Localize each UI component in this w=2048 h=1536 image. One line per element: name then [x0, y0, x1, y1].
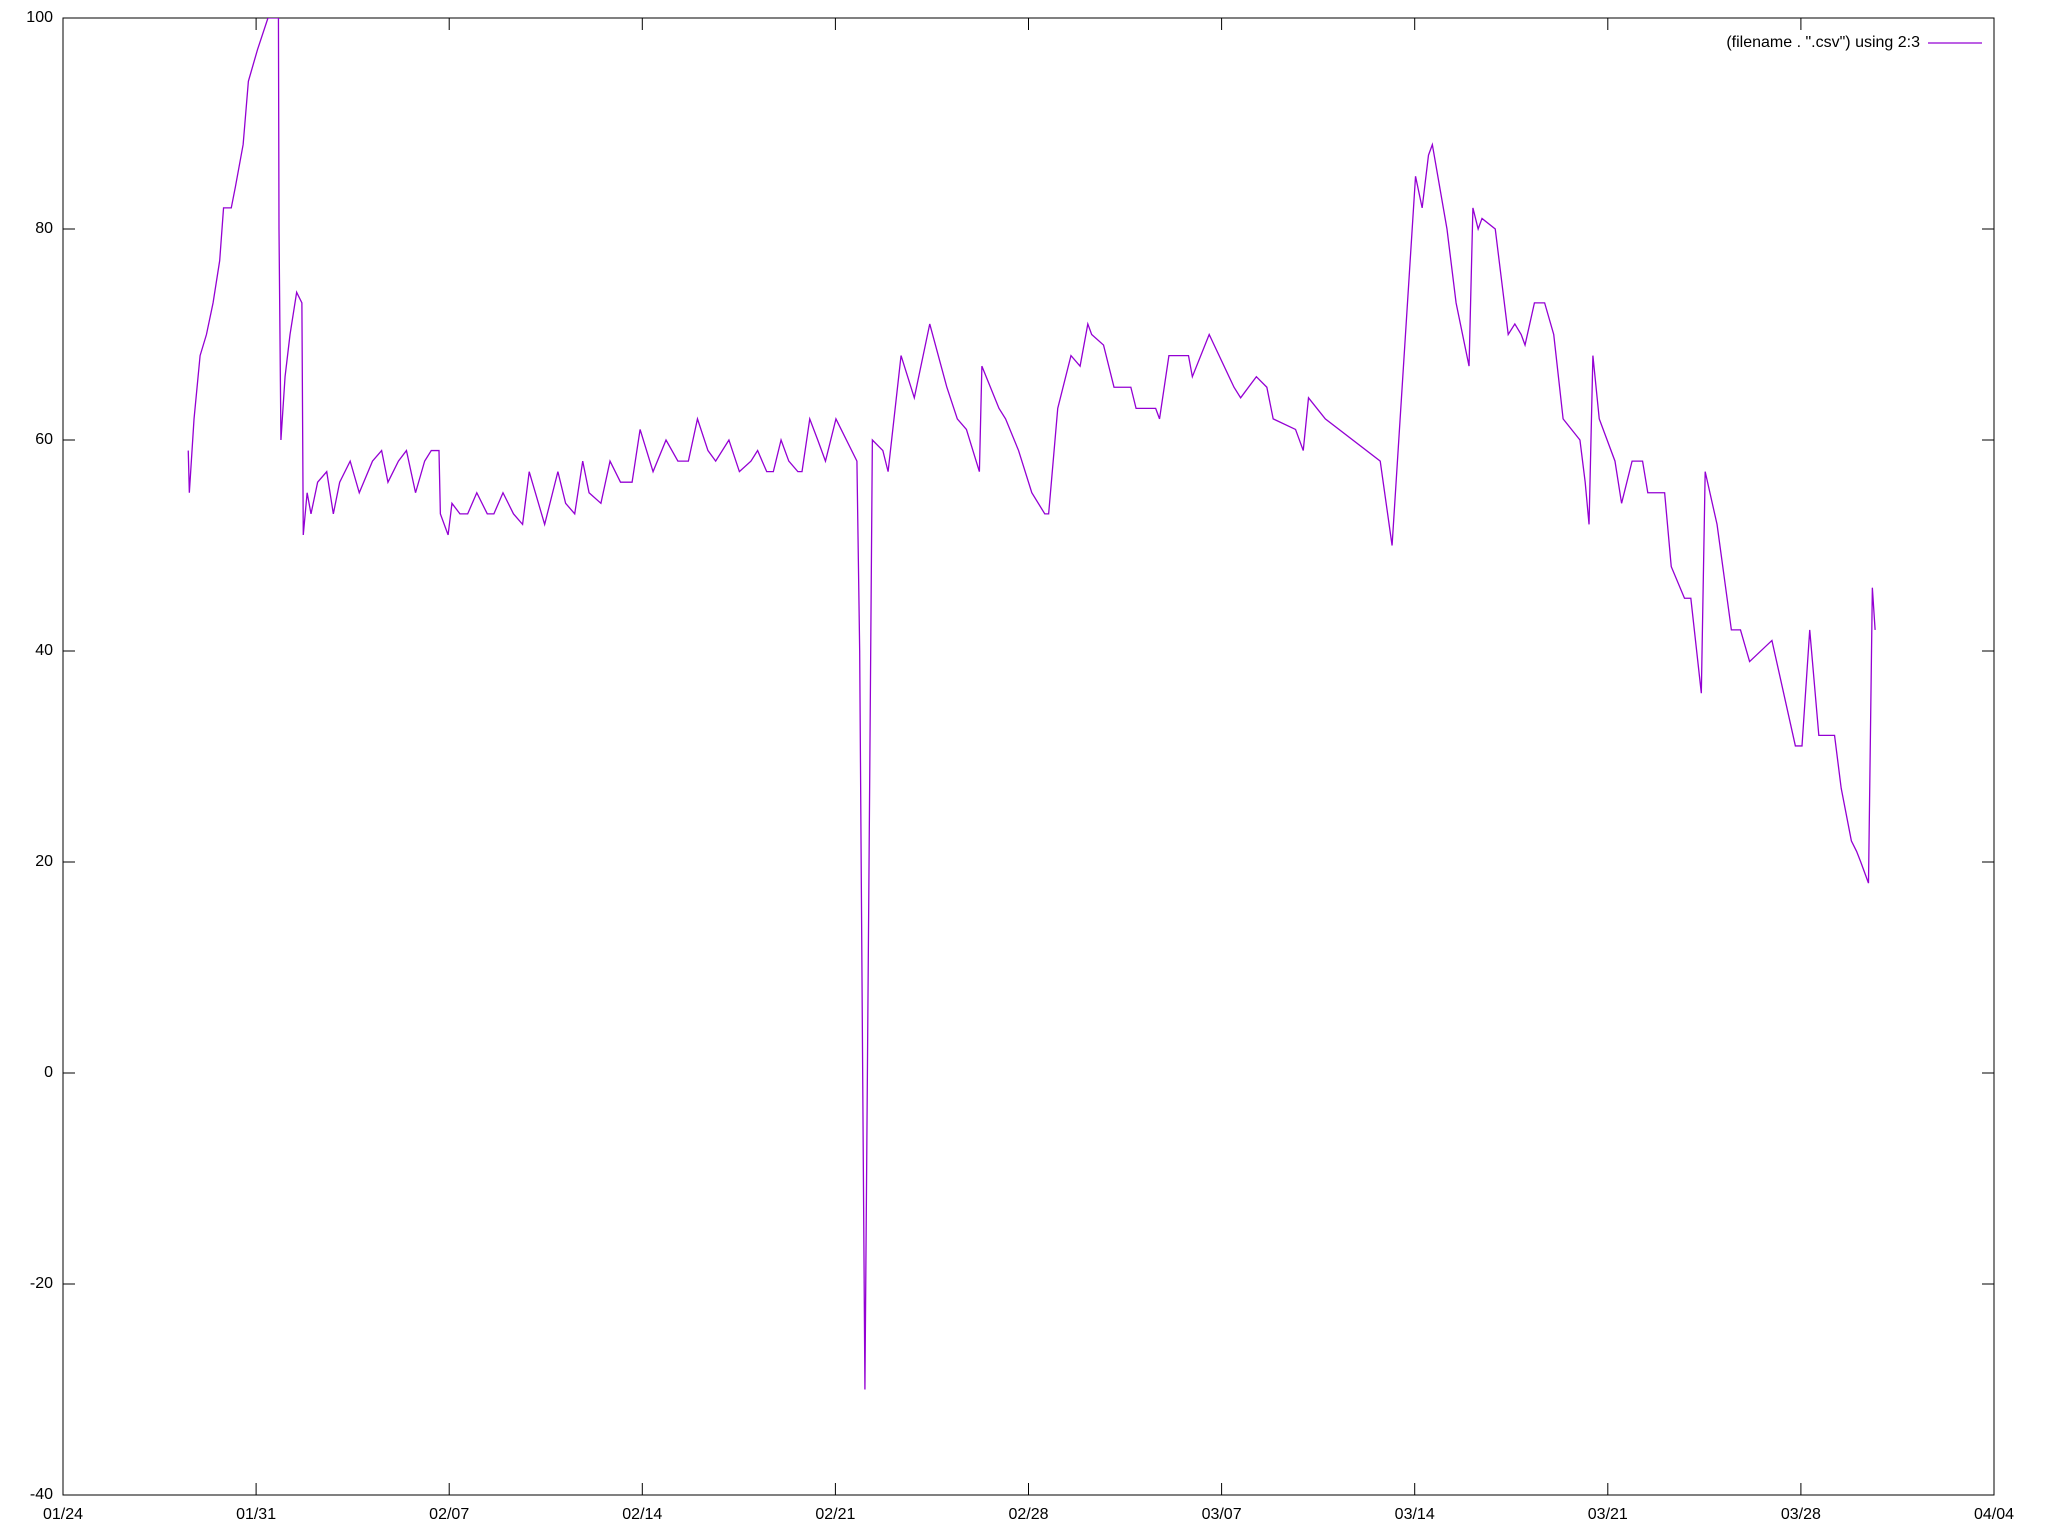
y-tick-label: 100 [26, 9, 53, 26]
x-tick-label: 03/28 [1781, 1506, 1821, 1523]
y-tick-label: 80 [35, 220, 53, 237]
x-tick-label: 03/21 [1588, 1506, 1628, 1523]
x-tick-label: 01/24 [43, 1506, 83, 1523]
x-tick-label: 02/21 [815, 1506, 855, 1523]
y-tick-label: 0 [44, 1064, 53, 1081]
plot-border [62, 17, 1995, 1496]
x-tick-label: 02/28 [1008, 1506, 1048, 1523]
x-tick-label: 04/04 [1974, 1506, 2014, 1523]
x-tick-label: 02/14 [622, 1506, 662, 1523]
legend-label: (filename . ".csv") using 2:3 [1726, 34, 1920, 51]
y-tick-label: 40 [35, 642, 53, 659]
y-tick-label: 20 [35, 853, 53, 870]
y-tick-label: -20 [30, 1275, 53, 1292]
data-line [187, 18, 1876, 1390]
x-tick-label: 02/07 [429, 1506, 469, 1523]
x-tick-label: 03/14 [1395, 1506, 1435, 1523]
x-tick-label: 01/31 [236, 1506, 276, 1523]
x-tick-label: 03/07 [1202, 1506, 1242, 1523]
y-tick-label: -40 [30, 1486, 53, 1503]
y-tick-label: 60 [35, 431, 53, 448]
